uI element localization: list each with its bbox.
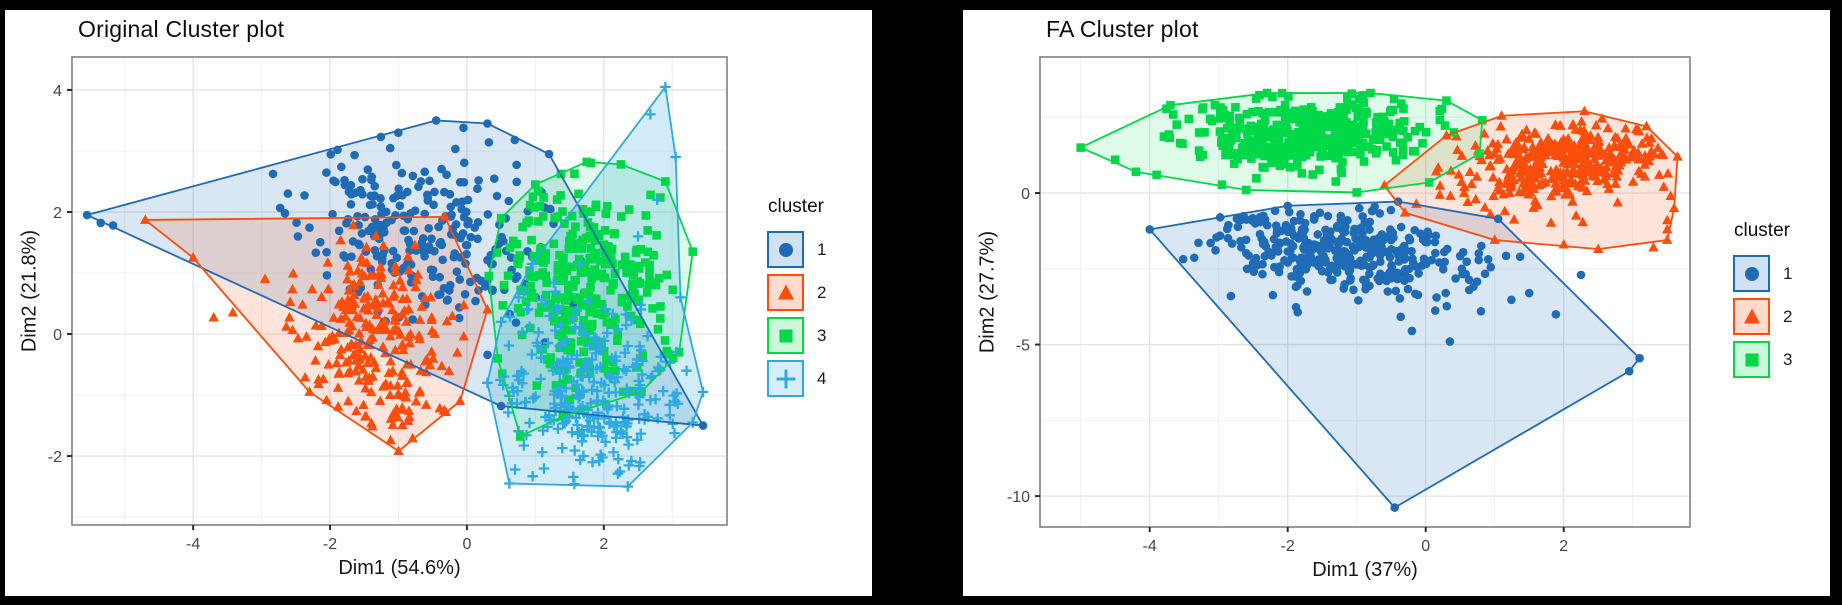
legend-item-label: 1: [1783, 263, 1793, 283]
cluster-2-points: [140, 211, 493, 456]
legend-items: 1 2 3 4: [767, 231, 826, 397]
legend-key-circle: [1733, 255, 1770, 292]
plus-symbol-icon: [776, 369, 795, 388]
legend-item-label: 3: [817, 325, 827, 345]
svg-text:0: 0: [53, 327, 62, 344]
legend-item-3: 3: [1733, 341, 1792, 378]
y-axis-title: Dim2 (21.8%): [18, 229, 41, 353]
original-cluster-panel: -4 -2 0 2 -2 0 2 4 Original Cluster plot Dim1 (…: [5, 10, 872, 596]
legend-key-triangle: [767, 274, 804, 311]
y-axis-title: Dim2 (27.7%): [976, 230, 999, 354]
chart-title: FA Cluster plot: [1046, 16, 1199, 42]
circle-symbol-icon: [1744, 266, 1759, 281]
svg-text:-4: -4: [1143, 538, 1157, 555]
circle-symbol-icon: [778, 242, 793, 257]
legend-key-plus: [767, 360, 804, 397]
legend-key-square: [767, 317, 804, 354]
legend-item-label: 3: [1783, 349, 1793, 369]
legend-title: cluster: [768, 196, 824, 217]
cluster-3-points: [484, 157, 698, 441]
legend-title: cluster: [1734, 220, 1790, 241]
legend-item-label: 2: [817, 282, 827, 302]
svg-text:0: 0: [1421, 538, 1430, 555]
chart-title: Original Cluster plot: [78, 16, 285, 42]
legend-item-label: 4: [817, 368, 827, 388]
legend-item-4: 4: [767, 360, 826, 397]
svg-text:4: 4: [53, 83, 62, 100]
x-axis-title: Dim1 (37%): [1312, 559, 1418, 581]
cluster-3-points: [1076, 88, 1487, 197]
x-axis-title: Dim1 (54.6%): [338, 557, 461, 579]
legend-items: 1 2 3: [1733, 255, 1792, 378]
original-cluster-plot: -4 -2 0 2 -2 0 2 4: [48, 56, 728, 553]
triangle-symbol-icon: [777, 284, 794, 299]
cluster-2-points: [1379, 105, 1683, 254]
cluster-hull-outlines: [86, 85, 704, 488]
legend-item-1: 1: [1733, 255, 1792, 292]
svg-text:2: 2: [53, 205, 62, 222]
legend: cluster 1 2 3: [1733, 220, 1792, 384]
triangle-symbol-icon: [1743, 308, 1760, 323]
svg-text:-10: -10: [1007, 489, 1030, 506]
legend-item-3: 3: [767, 317, 826, 354]
svg-text:-2: -2: [323, 536, 337, 553]
legend: cluster 1 2 3 4: [767, 196, 826, 403]
axis-ticks: -4 -2 0 2 -10 -5 0: [1007, 186, 1568, 555]
svg-text:2: 2: [599, 536, 608, 553]
legend-key-square: [1733, 341, 1770, 378]
legend-item-2: 2: [767, 274, 826, 311]
cluster-1-points: [1145, 197, 1644, 512]
svg-text:-4: -4: [186, 536, 200, 553]
legend-item-1: 1: [767, 231, 826, 268]
svg-text:2: 2: [1559, 538, 1568, 555]
axis-ticks: -4 -2 0 2 -2 0 2 4: [48, 83, 609, 553]
cluster-1-points: [82, 116, 708, 430]
svg-text:-5: -5: [1016, 338, 1030, 355]
svg-text:0: 0: [1021, 186, 1030, 203]
svg-text:-2: -2: [48, 449, 62, 466]
fa-cluster-panel: -4 -2 0 2 -10 -5 0 FA Cluster plot Dim1 (37%) …: [963, 10, 1830, 596]
legend-key-circle: [767, 231, 804, 268]
svg-text:-2: -2: [1281, 538, 1295, 555]
svg-text:0: 0: [462, 536, 471, 553]
square-symbol-icon: [779, 329, 792, 342]
cluster-hull-outlines: [1079, 92, 1679, 509]
legend-item-2: 2: [1733, 298, 1792, 335]
fa-cluster-plot: -4 -2 0 2 -10 -5 0: [1007, 56, 1691, 555]
legend-key-triangle: [1733, 298, 1770, 335]
legend-item-label: 1: [817, 239, 827, 259]
square-symbol-icon: [1745, 353, 1758, 366]
legend-item-label: 2: [1783, 306, 1793, 326]
